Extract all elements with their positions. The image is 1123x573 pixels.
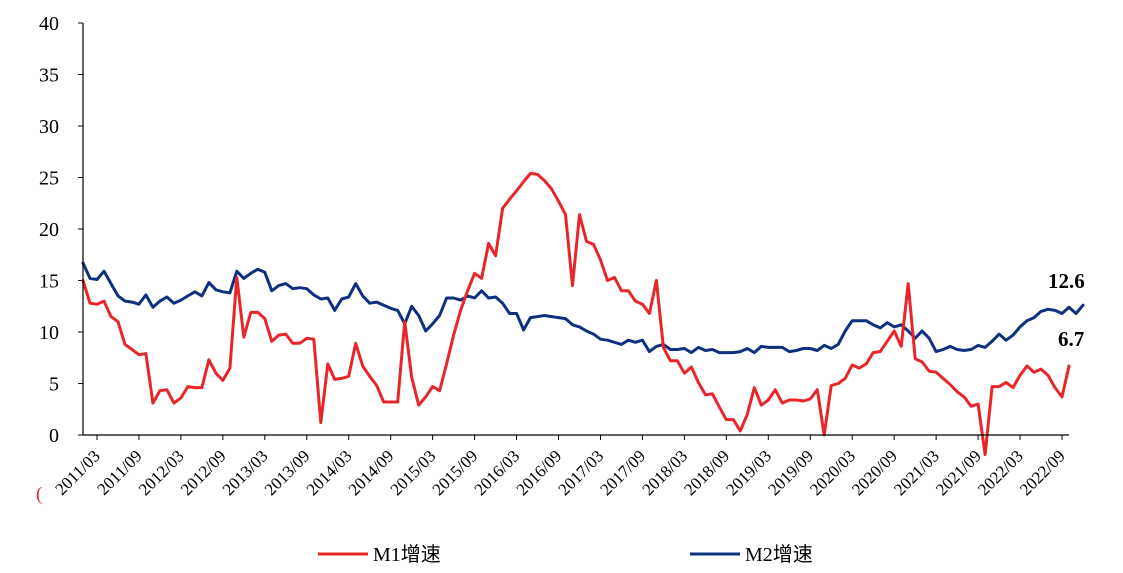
x-tick-label: 2015/03 — [387, 446, 440, 499]
x-tick-label: 2017/09 — [596, 446, 649, 499]
series-layer — [81, 171, 1085, 457]
x-tick-label: 2018/09 — [680, 446, 733, 499]
x-tick-label: 2015/09 — [429, 446, 482, 499]
x-tick-label: 2013/03 — [219, 446, 272, 499]
x-tick-label: 2019/03 — [722, 446, 775, 499]
y-tick-label: 15 — [39, 271, 59, 293]
end-labels: 6.7 12.6 — [1048, 269, 1085, 351]
x-tick-label: 2019/09 — [764, 446, 817, 499]
x-tick-label: 2016/09 — [513, 446, 566, 499]
y-tick-label: 25 — [39, 168, 59, 190]
end-label-m2: 12.6 — [1048, 269, 1085, 293]
x-tick-label: 2022/03 — [974, 446, 1027, 499]
legend-label-m1: M1增速 — [373, 543, 441, 566]
x-tick-label: 2012/09 — [177, 446, 230, 499]
y-axis-ticks: 0 5 10 15 20 25 30 35 40 — [39, 13, 83, 447]
x-tick-label: 2012/03 — [135, 446, 188, 499]
y-tick-label: 30 — [39, 116, 59, 138]
x-tick-label: 2017/03 — [554, 446, 607, 499]
end-label-m1: 6.7 — [1058, 327, 1084, 351]
x-tick-label: 2014/03 — [303, 446, 356, 499]
x-axis-ticks: 2011/032011/092012/032012/092013/032013/… — [51, 435, 1069, 499]
x-tick-label: 2014/09 — [345, 446, 398, 499]
series-line-m2 — [81, 261, 1085, 355]
y-tick-label: 40 — [39, 13, 59, 35]
x-tick-label: 2021/03 — [890, 446, 943, 499]
x-tick-label: 2016/03 — [471, 446, 524, 499]
stray-mark: ( — [36, 484, 42, 505]
y-tick-label: 5 — [49, 374, 59, 396]
y-tick-label: 35 — [39, 65, 59, 87]
x-tick-label: 2013/09 — [261, 446, 314, 499]
x-tick-label: 2011/03 — [51, 446, 103, 498]
legend: M1增速 M2增速 — [318, 543, 813, 566]
y-tick-label: 0 — [49, 425, 59, 447]
y-tick-label: 10 — [39, 322, 59, 344]
x-tick-label: 2020/03 — [806, 446, 859, 499]
x-tick-label: 2011/09 — [93, 446, 145, 498]
x-tick-label: 2018/03 — [638, 446, 691, 499]
x-tick-label: 2022/09 — [1016, 446, 1069, 499]
legend-label-m2: M2增速 — [745, 543, 813, 566]
axes — [82, 23, 1069, 436]
y-tick-label: 20 — [39, 219, 59, 241]
x-tick-label: 2021/09 — [932, 446, 985, 499]
series-line-m1 — [81, 171, 1071, 457]
x-tick-label: 2020/09 — [848, 446, 901, 499]
